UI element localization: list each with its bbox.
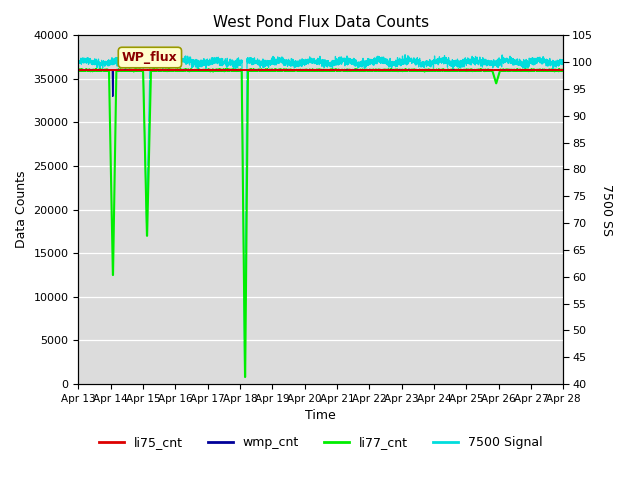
X-axis label: Time: Time bbox=[305, 409, 336, 422]
Y-axis label: Data Counts: Data Counts bbox=[15, 171, 28, 249]
Title: West Pond Flux Data Counts: West Pond Flux Data Counts bbox=[212, 15, 429, 30]
Y-axis label: 7500 SS: 7500 SS bbox=[600, 184, 612, 236]
Text: WP_flux: WP_flux bbox=[122, 51, 178, 64]
Legend: li75_cnt, wmp_cnt, li77_cnt, 7500 Signal: li75_cnt, wmp_cnt, li77_cnt, 7500 Signal bbox=[94, 432, 548, 455]
